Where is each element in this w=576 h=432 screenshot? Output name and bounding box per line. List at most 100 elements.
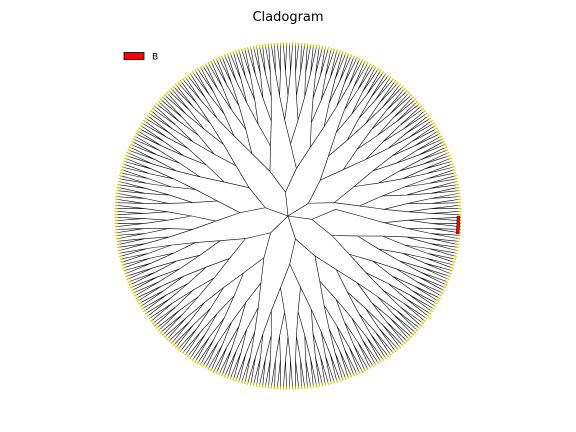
legend-swatch-b bbox=[123, 52, 145, 60]
leaf-marker bbox=[196, 67, 200, 71]
leaf-marker bbox=[255, 45, 258, 49]
leaf-marker bbox=[146, 114, 150, 118]
leaf-marker bbox=[129, 286, 134, 289]
leaf-marker bbox=[404, 339, 408, 343]
leaf-marker bbox=[210, 60, 213, 64]
leaf-marker bbox=[398, 83, 402, 87]
leaf-marker bbox=[126, 277, 130, 281]
leaf-marker bbox=[379, 69, 382, 73]
leaf-marker bbox=[352, 55, 355, 59]
leaf-marker bbox=[229, 52, 232, 56]
leaf-marker bbox=[207, 61, 210, 66]
leaf-marker bbox=[141, 307, 145, 310]
leaf-marker bbox=[135, 132, 139, 136]
leaf-marker bbox=[358, 57, 361, 62]
leaf-marker bbox=[448, 272, 452, 275]
leaf-marker bbox=[442, 143, 447, 146]
leaf-marker bbox=[163, 335, 167, 339]
leaf-marker bbox=[120, 260, 124, 263]
legend: B bbox=[123, 52, 158, 63]
leaf-marker bbox=[445, 149, 449, 152]
leaf-marker bbox=[151, 107, 155, 111]
leaf-marker bbox=[388, 352, 392, 356]
leaf-marker bbox=[223, 374, 227, 378]
leaf-marker bbox=[241, 48, 244, 52]
leaf-marker bbox=[431, 307, 435, 310]
leaf-marker bbox=[324, 382, 327, 386]
leaf-marker bbox=[119, 171, 124, 174]
leaf-marker bbox=[202, 364, 205, 368]
leaf-marker bbox=[255, 383, 258, 387]
leaf-marker bbox=[194, 69, 197, 73]
leaf-marker bbox=[440, 291, 444, 294]
leaf-marker bbox=[119, 255, 123, 258]
leaf-marker bbox=[252, 382, 255, 387]
leaf-marker bbox=[355, 372, 358, 376]
leaf-marker bbox=[204, 365, 208, 369]
leaf-marker bbox=[445, 280, 449, 283]
leaf-marker bbox=[444, 146, 448, 149]
leaf-marker bbox=[436, 130, 440, 133]
leaf-marker bbox=[161, 96, 165, 100]
leaf-marker bbox=[344, 376, 347, 380]
leaf-marker bbox=[446, 277, 450, 281]
leaf-marker bbox=[155, 326, 159, 330]
leaf-marker bbox=[349, 54, 353, 58]
leaf-marker bbox=[360, 369, 364, 373]
leaf-marker bbox=[438, 294, 443, 297]
leaf-marker bbox=[174, 83, 178, 87]
leaf-marker bbox=[226, 53, 229, 57]
leaf-marker bbox=[413, 98, 417, 102]
leaf-marker bbox=[153, 105, 157, 109]
leaf-marker bbox=[455, 183, 459, 186]
leaf-marker bbox=[258, 44, 261, 48]
leaf-marker bbox=[151, 321, 155, 325]
leaf-marker bbox=[330, 47, 333, 52]
leaf-marker bbox=[246, 47, 249, 51]
leaf-marker bbox=[452, 260, 456, 263]
leaf-marker bbox=[335, 49, 338, 53]
leaf-marker bbox=[116, 243, 120, 246]
leaf-marker bbox=[243, 47, 246, 52]
leaf-marker bbox=[344, 52, 347, 56]
leaf-marker bbox=[186, 74, 190, 78]
leaf-marker bbox=[321, 45, 324, 50]
leaf-marker bbox=[379, 359, 382, 363]
leaf-marker bbox=[163, 93, 167, 97]
leaf-marker bbox=[149, 109, 154, 113]
leaf-marker bbox=[358, 370, 361, 375]
leaf-marker bbox=[121, 166, 125, 169]
leaf-marker bbox=[391, 77, 395, 82]
leaf-marker bbox=[172, 343, 176, 347]
leaf-marker bbox=[436, 299, 440, 302]
tree-branches bbox=[116, 44, 460, 388]
leaf-marker bbox=[422, 319, 427, 323]
leaf-marker bbox=[315, 44, 318, 48]
leaf-marker bbox=[125, 275, 129, 278]
leaf-marker bbox=[179, 79, 183, 83]
leaf-marker bbox=[117, 246, 121, 249]
leaf-marker bbox=[449, 269, 453, 272]
leaf-marker bbox=[123, 269, 127, 272]
leaf-marker bbox=[454, 180, 459, 183]
leaf-marker bbox=[184, 76, 188, 80]
leaf-marker bbox=[136, 299, 140, 302]
leaf-marker bbox=[428, 117, 432, 120]
leaf-marker bbox=[168, 89, 172, 93]
leaf-marker bbox=[191, 70, 195, 75]
leaf-marker bbox=[371, 364, 374, 368]
leaf-marker bbox=[249, 46, 252, 50]
leaf-marker bbox=[123, 160, 127, 163]
leaf-marker bbox=[212, 369, 216, 373]
leaf-marker bbox=[119, 258, 124, 261]
leaf-marker bbox=[189, 72, 192, 76]
leaf-marker bbox=[402, 87, 406, 91]
leaf-marker bbox=[321, 382, 324, 387]
leaf-marker bbox=[388, 76, 392, 80]
leaf-marker bbox=[135, 296, 139, 300]
leaf-marker bbox=[117, 249, 122, 252]
leaf-marker bbox=[419, 105, 423, 109]
leaf-marker bbox=[315, 384, 318, 388]
leaf-marker bbox=[118, 177, 122, 180]
leaf-marker bbox=[448, 157, 452, 160]
